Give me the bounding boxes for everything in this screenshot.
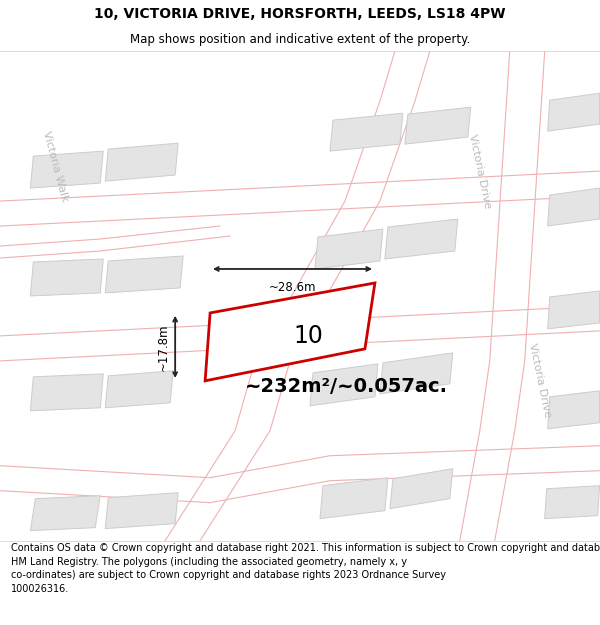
Text: Victoria Drive: Victoria Drive <box>467 133 493 209</box>
Text: Victoria Walk: Victoria Walk <box>41 130 70 202</box>
Text: Victoria Drive: Victoria Drive <box>527 342 553 419</box>
Polygon shape <box>548 93 599 131</box>
Polygon shape <box>548 188 599 226</box>
Text: 10: 10 <box>294 324 323 348</box>
Polygon shape <box>105 371 173 408</box>
Text: Map shows position and indicative extent of the property.: Map shows position and indicative extent… <box>130 34 470 46</box>
Polygon shape <box>31 374 103 411</box>
Polygon shape <box>31 259 103 296</box>
Text: ~17.8m: ~17.8m <box>157 323 170 371</box>
Polygon shape <box>105 256 183 293</box>
Text: Contains OS data © Crown copyright and database right 2021. This information is : Contains OS data © Crown copyright and d… <box>11 543 600 594</box>
Polygon shape <box>545 486 599 519</box>
Polygon shape <box>548 291 599 329</box>
Polygon shape <box>315 229 383 269</box>
Polygon shape <box>390 469 453 509</box>
Polygon shape <box>385 219 458 259</box>
Polygon shape <box>31 496 100 531</box>
Polygon shape <box>205 283 375 381</box>
Polygon shape <box>380 353 453 394</box>
Polygon shape <box>31 151 103 188</box>
Polygon shape <box>330 113 403 151</box>
Polygon shape <box>405 107 471 144</box>
Polygon shape <box>310 364 378 406</box>
Polygon shape <box>105 492 178 529</box>
Text: 10, VICTORIA DRIVE, HORSFORTH, LEEDS, LS18 4PW: 10, VICTORIA DRIVE, HORSFORTH, LEEDS, LS… <box>94 7 506 21</box>
Text: ~232m²/~0.057ac.: ~232m²/~0.057ac. <box>245 377 448 396</box>
Polygon shape <box>548 391 599 429</box>
Polygon shape <box>320 478 388 519</box>
Text: ~28.6m: ~28.6m <box>269 281 316 294</box>
Polygon shape <box>105 143 178 181</box>
